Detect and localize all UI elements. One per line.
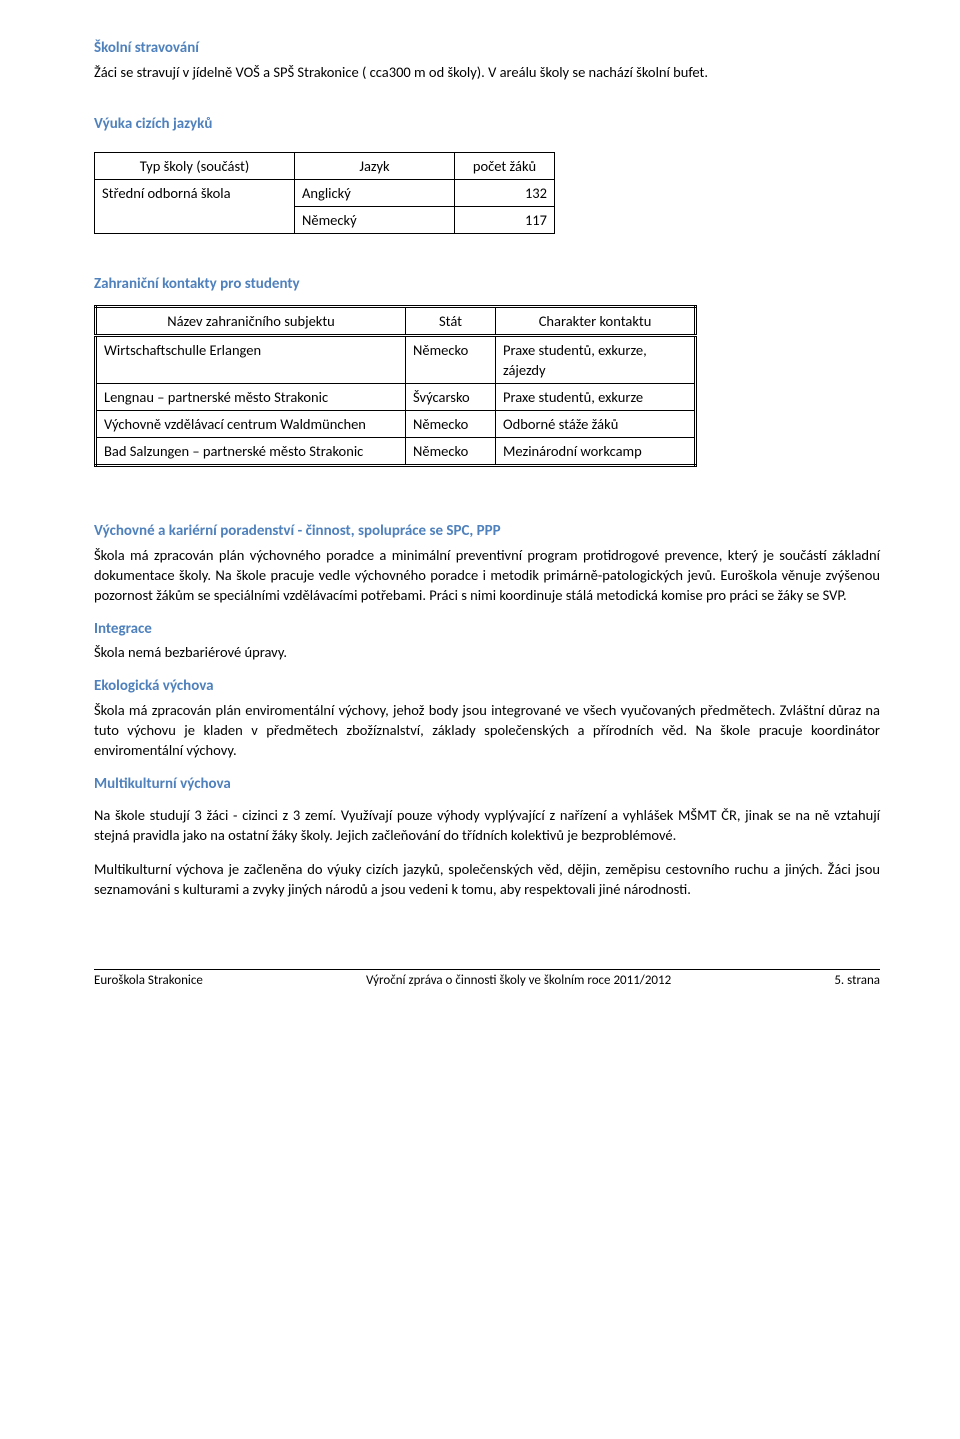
heading-counselling: Výchovné a kariérní poradenství - činnos… — [94, 521, 880, 542]
fc-cell: Bad Salzungen – partnerské město Strakon… — [96, 438, 406, 466]
table-row: Výchovně vzdělávací centrum Waldmünchen … — [96, 411, 696, 438]
heading-languages: Výuka cizích jazyků — [94, 114, 880, 135]
heading-foreign-contacts: Zahraniční kontakty pro studenty — [94, 274, 880, 295]
fc-cell: Lengnau – partnerské město Strakonic — [96, 384, 406, 411]
lang-cell: Německý — [295, 207, 455, 234]
footer-right: 5. strana — [834, 972, 880, 990]
lang-cell: 117 — [455, 207, 555, 234]
fc-cell: Německo — [406, 438, 496, 466]
lang-col-typ: Typ školy (součást) — [95, 153, 295, 180]
fc-cell: Praxe studentů, exkurze, zájezdy — [496, 336, 696, 384]
fc-cell: Německo — [406, 411, 496, 438]
fc-cell: Mezinárodní workcamp — [496, 438, 696, 466]
table-row: Wirtschaftschulle Erlangen Německo Praxe… — [96, 336, 696, 384]
eco-text: Škola má zpracován plán enviromentální v… — [94, 700, 880, 760]
catering-text: Žáci se stravují v jídelně VOŠ a SPŠ Str… — [94, 62, 880, 82]
heading-multicultural: Multikulturní výchova — [94, 774, 880, 795]
fc-col-nazev: Název zahraničního subjektu — [96, 307, 406, 336]
multicultural-p2: Multikulturní výchova je začleněna do vý… — [94, 859, 880, 899]
table-row: Lengnau – partnerské město Strakonic Švý… — [96, 384, 696, 411]
table-row: Střední odborná škola Anglický 132 — [95, 180, 555, 207]
heading-eco: Ekologická výchova — [94, 676, 880, 697]
heading-catering: Školní stravování — [94, 38, 880, 59]
integration-text: Škola nemá bezbariérové úpravy. — [94, 642, 880, 662]
multicultural-p1: Na škole studují 3 žáci - cizinci z 3 ze… — [94, 805, 880, 845]
fc-cell: Výchovně vzdělávací centrum Waldmünchen — [96, 411, 406, 438]
lang-col-pocet: počet žáků — [455, 153, 555, 180]
fc-cell: Praxe studentů, exkurze — [496, 384, 696, 411]
footer-center: Výroční zpráva o činnosti školy ve školn… — [366, 972, 671, 990]
fc-col-stat: Stát — [406, 307, 496, 336]
fc-cell: Německo — [406, 336, 496, 384]
lang-col-jazyk: Jazyk — [295, 153, 455, 180]
lang-cell: Střední odborná škola — [95, 180, 295, 234]
fc-col-char: Charakter kontaktu — [496, 307, 696, 336]
page-footer: Euroškola Strakonice Výroční zpráva o či… — [94, 969, 880, 990]
foreign-contacts-table: Název zahraničního subjektu Stát Charakt… — [94, 305, 697, 467]
table-row: Bad Salzungen – partnerské město Strakon… — [96, 438, 696, 466]
fc-cell: Wirtschaftschulle Erlangen — [96, 336, 406, 384]
heading-integration: Integrace — [94, 619, 880, 640]
counselling-text: Škola má zpracován plán výchovného porad… — [94, 545, 880, 605]
lang-cell: 132 — [455, 180, 555, 207]
languages-table: Typ školy (součást) Jazyk počet žáků Stř… — [94, 152, 555, 234]
fc-cell: Švýcarsko — [406, 384, 496, 411]
fc-cell: Odborné stáže žáků — [496, 411, 696, 438]
footer-left: Euroškola Strakonice — [94, 972, 203, 990]
lang-cell: Anglický — [295, 180, 455, 207]
